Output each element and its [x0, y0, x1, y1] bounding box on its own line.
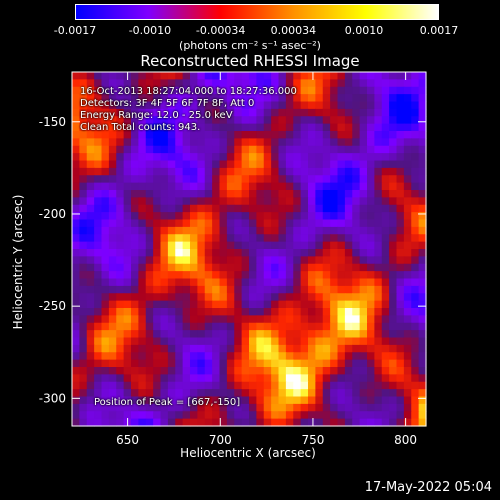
annotation-detectors: Detectors: 3F 4F 5F 6F 7F 8F, Att 0 — [80, 98, 255, 109]
heatmap-image — [72, 72, 427, 427]
colorbar-unit-label: (photons cm⁻² s⁻¹ asec⁻²) — [179, 39, 321, 52]
x-tick-label: 650 — [116, 433, 139, 447]
peak-position-label: Position of Peak = [667,-150] — [94, 397, 241, 408]
x-tick-label: 750 — [301, 433, 324, 447]
colorbar-tick-label: -0.00034 — [195, 24, 246, 37]
chart-title: Reconstructed RHESSI Image — [140, 52, 360, 70]
annotation-clean-counts: Clean Total counts: 943. — [80, 122, 201, 133]
x-axis-label: Heliocentric X (arcsec) — [180, 446, 316, 460]
axes-frame — [71, 71, 427, 427]
x-tick-label: 700 — [209, 433, 232, 447]
y-tick-label: -200 — [39, 207, 66, 221]
footer-timestamp: 17-May-2022 05:04 — [364, 480, 492, 495]
colorbar-tick-label: -0.0017 — [53, 24, 97, 37]
annotation-time-range: 16-Oct-2013 18:27:04.000 to 18:27:36.000 — [80, 86, 297, 97]
y-tick-label: -150 — [39, 115, 66, 129]
y-tick-label: -300 — [39, 391, 66, 405]
x-tick-label: 800 — [394, 433, 417, 447]
colorbar-tick-label: 0.0010 — [344, 24, 384, 37]
colorbar — [75, 4, 439, 20]
colorbar-tick-label: -0.0010 — [128, 24, 172, 37]
y-tick-label: -250 — [39, 299, 66, 313]
colorbar-tick-label: 0.00034 — [270, 24, 317, 37]
annotation-energy-range: Energy Range: 12.0 - 25.0 keV — [80, 110, 233, 121]
colorbar-tick-label: 0.0017 — [419, 24, 459, 37]
y-axis-label: Heliocentric Y (arcsec) — [11, 194, 25, 330]
